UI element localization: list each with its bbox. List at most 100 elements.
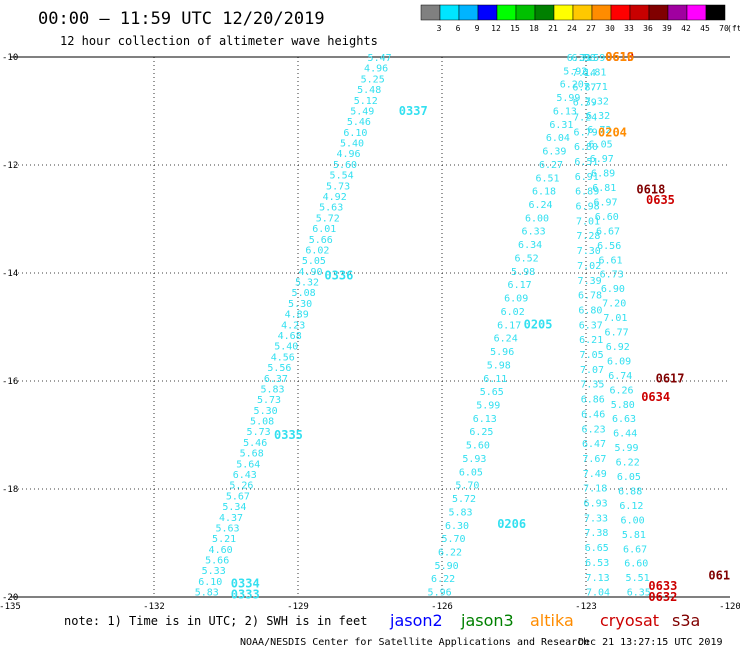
lat-tick-label: -16 bbox=[2, 377, 18, 387]
swh-value: 5.26 bbox=[229, 481, 253, 492]
swh-value: 5.66 bbox=[309, 235, 333, 246]
swh-value: 5.66 bbox=[205, 556, 229, 567]
swh-value: 5.30 bbox=[254, 406, 278, 417]
swh-value: 6.02 bbox=[501, 307, 525, 318]
legend-swatch bbox=[705, 4, 726, 21]
swh-value: 5.40 bbox=[274, 342, 298, 353]
swh-value: 5.63 bbox=[319, 203, 343, 214]
legend-swatch bbox=[420, 4, 441, 21]
swh-value: 6.56 bbox=[597, 241, 621, 252]
swh-value: 6.31 bbox=[549, 120, 573, 131]
swh-value: 6.43 bbox=[233, 470, 257, 481]
legend-label: 15 bbox=[510, 24, 520, 33]
swh-value: 5.80 bbox=[611, 400, 635, 411]
swh-value: 5.05 bbox=[302, 256, 326, 267]
swh-value: 5.92 bbox=[563, 66, 587, 77]
swh-value: 6.53 bbox=[585, 558, 609, 569]
pass-label: 0205 bbox=[524, 317, 553, 331]
swh-value: 5.99 bbox=[476, 401, 500, 412]
lon-tick-label: -126 bbox=[431, 602, 453, 612]
satellite-legend-altika: altika bbox=[530, 611, 574, 630]
swh-value: 5.64 bbox=[236, 459, 260, 470]
swh-value: 6.81 bbox=[592, 183, 616, 194]
swh-value: 7.33 bbox=[584, 513, 608, 524]
swh-value: 5.56 bbox=[267, 363, 291, 374]
swh-value: 6.87 bbox=[572, 83, 596, 94]
swh-value: 5.12 bbox=[354, 96, 378, 107]
swh-value: 7.39 bbox=[578, 276, 602, 287]
pass-label: 0633 bbox=[648, 579, 677, 593]
swh-value: 6.39 bbox=[573, 98, 597, 109]
swh-value: 6.09 bbox=[504, 294, 528, 305]
pass-label: 061 bbox=[708, 568, 730, 582]
lat-tick-label: -18 bbox=[2, 485, 18, 495]
pass-label: 0634 bbox=[641, 390, 670, 404]
swh-value: 5.08 bbox=[250, 417, 274, 428]
swh-value: 4.37 bbox=[219, 513, 243, 524]
swh-value: 5.83 bbox=[260, 385, 284, 396]
swh-value: 5.25 bbox=[361, 74, 385, 85]
swh-value: 6.00 bbox=[525, 213, 549, 224]
swh-value: 7.35 bbox=[580, 380, 604, 391]
legend-label: 24 bbox=[567, 24, 577, 33]
pass-label: 0632 bbox=[648, 590, 677, 604]
swh-value: 7.67 bbox=[582, 454, 606, 465]
swh-value: 5.54 bbox=[330, 171, 354, 182]
lat-tick-label: -14 bbox=[2, 269, 18, 279]
swh-value: 7.04 bbox=[586, 588, 610, 599]
swh-value: 5.96 bbox=[490, 347, 514, 358]
swh-value: 6.77 bbox=[605, 328, 629, 339]
swh-value: 7.28 bbox=[576, 231, 600, 242]
swh-value: 5.98 bbox=[511, 267, 535, 278]
swh-value: 5.30 bbox=[288, 299, 312, 310]
legend-swatch bbox=[572, 4, 593, 21]
swh-value: 6.46 bbox=[581, 409, 605, 420]
swh-value: 5.34 bbox=[222, 502, 246, 513]
swh-value: 7.01 bbox=[576, 216, 600, 227]
legend-swatch bbox=[515, 4, 536, 21]
lat-lon-grid bbox=[10, 57, 730, 597]
legend-label: 33 bbox=[624, 24, 634, 33]
swh-value: 7.71 bbox=[584, 82, 608, 93]
swh-value: 6.97 bbox=[593, 198, 617, 209]
swh-value: 6.34 bbox=[518, 240, 542, 251]
swh-value: 7.18 bbox=[583, 484, 607, 495]
swh-value: 7.20 bbox=[602, 299, 626, 310]
legend-label: 3 bbox=[437, 24, 442, 33]
swh-value: 7.24 bbox=[573, 112, 597, 123]
swh-value: 7.59 bbox=[581, 53, 605, 64]
swh-value: 5.70 bbox=[441, 534, 465, 545]
axis-tick-labels: -135 -132 -129 -126 -123 -120 -10 -12 -14 -16 -18 -… bbox=[0, 53, 740, 612]
swh-value: 4.56 bbox=[271, 352, 295, 363]
lon-tick-label: -132 bbox=[143, 602, 165, 612]
swh-value: 5.48 bbox=[357, 85, 381, 96]
swh-value: 6.79 bbox=[574, 127, 598, 138]
swh-value: 6.13 bbox=[553, 107, 577, 118]
swh-value: 5.08 bbox=[292, 288, 316, 299]
swh-value: 6.35 bbox=[627, 588, 651, 599]
legend-swatch bbox=[553, 4, 574, 21]
swh-value: 4.60 bbox=[209, 545, 233, 556]
map-frame bbox=[10, 56, 730, 598]
swh-value: 5.98 bbox=[487, 360, 511, 371]
swh-value: 6.17 bbox=[508, 280, 532, 291]
swh-value: 5.73 bbox=[326, 181, 350, 192]
legend-label: 36 bbox=[643, 24, 653, 33]
swh-value: 6.89 bbox=[575, 187, 599, 198]
swh-value: 4.90 bbox=[298, 267, 322, 278]
swh-value: 6.98 bbox=[576, 202, 600, 213]
swh-value: 6.80 bbox=[574, 142, 598, 153]
swh-value: 6.27 bbox=[539, 160, 563, 171]
satellite-legend-jason3: jason3 bbox=[460, 611, 514, 630]
swh-value: 6.24 bbox=[494, 334, 518, 345]
swh-value: 4.96 bbox=[336, 149, 360, 160]
map-title: 00:00 – 11:59 UTC 12/20/2019 bbox=[38, 9, 325, 29]
swh-value: 6.92 bbox=[606, 342, 630, 353]
swh-value: 6.24 bbox=[528, 200, 552, 211]
swh-value: 7.32 bbox=[585, 96, 609, 107]
lat-tick-label: -20 bbox=[2, 593, 18, 603]
pass-label: 0618 bbox=[636, 182, 665, 196]
swh-value: 4.68 bbox=[278, 331, 302, 342]
swh-value: 5.90 bbox=[435, 561, 459, 572]
